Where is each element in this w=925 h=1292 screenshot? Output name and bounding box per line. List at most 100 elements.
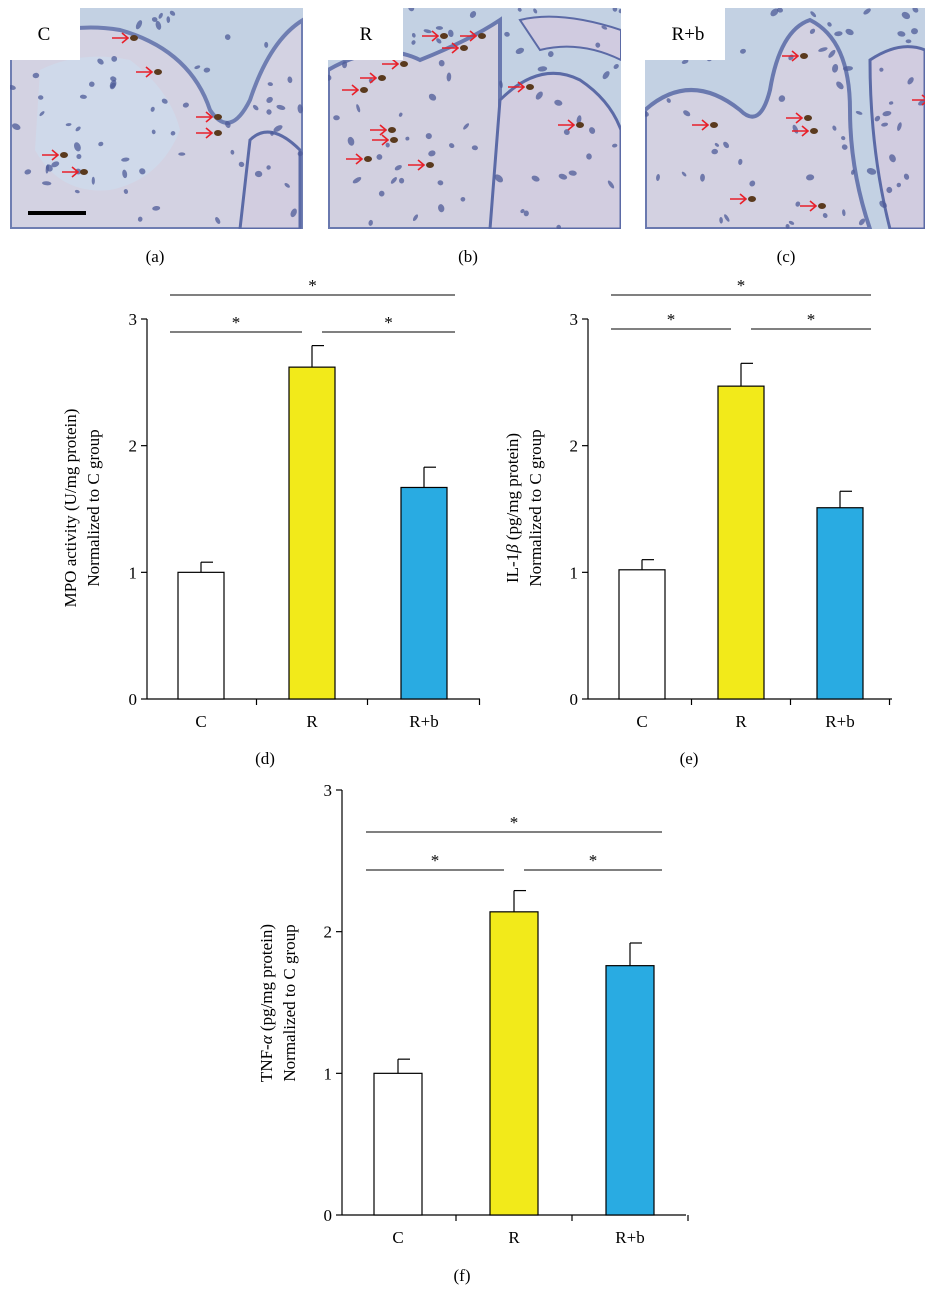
nucleus bbox=[238, 161, 245, 168]
nucleus bbox=[65, 123, 72, 127]
nucleus bbox=[428, 93, 437, 101]
x-tick-label: R+b bbox=[615, 1228, 644, 1247]
nucleus bbox=[681, 171, 687, 177]
nucleus bbox=[11, 123, 21, 131]
micrograph-a: C (a) bbox=[10, 8, 303, 266]
nucleus bbox=[270, 131, 274, 136]
micrograph-b: R (b) bbox=[328, 8, 621, 266]
micrograph-c-arrows bbox=[692, 50, 925, 212]
x-tick-label: C bbox=[392, 1228, 403, 1247]
nucleus bbox=[437, 180, 444, 186]
red-arrow bbox=[360, 72, 378, 84]
nucleus bbox=[841, 144, 848, 150]
nucleus bbox=[74, 189, 80, 194]
nucleus bbox=[178, 152, 186, 156]
nucleus bbox=[333, 115, 340, 121]
nucleus bbox=[42, 181, 52, 186]
y-tick-label: 1 bbox=[129, 563, 138, 582]
red-arrow bbox=[196, 111, 214, 123]
nucleus bbox=[123, 189, 129, 194]
bar-C bbox=[618, 569, 666, 700]
x-tick-label: R bbox=[735, 712, 747, 731]
nucleus bbox=[264, 41, 269, 48]
red-arrow bbox=[558, 119, 576, 131]
red-arrow bbox=[460, 30, 478, 42]
stained-nucleus bbox=[440, 33, 448, 39]
chart-f-ylabel-line2: Normalized to C group bbox=[280, 924, 299, 1081]
nucleus bbox=[843, 66, 853, 71]
y-tick-label: 0 bbox=[324, 1206, 333, 1225]
nucleus bbox=[777, 8, 783, 13]
nucleus bbox=[98, 141, 104, 147]
red-arrow bbox=[136, 66, 154, 78]
nucleus bbox=[836, 81, 844, 90]
nucleus bbox=[656, 174, 660, 181]
nucleus bbox=[822, 212, 828, 219]
nucleus bbox=[342, 61, 348, 69]
nucleus bbox=[38, 95, 44, 100]
stained-nucleus bbox=[426, 162, 434, 168]
significance-star: * bbox=[510, 813, 519, 832]
nucleus bbox=[460, 196, 466, 202]
red-arrow bbox=[408, 159, 426, 171]
nucleus bbox=[51, 161, 60, 168]
chart-f-panel-label: (f) bbox=[454, 1266, 471, 1285]
nucleus bbox=[428, 150, 436, 157]
significance-star: * bbox=[232, 313, 241, 332]
nucleus bbox=[738, 158, 743, 165]
x-tick-label: R bbox=[508, 1228, 520, 1247]
nucleus bbox=[881, 122, 889, 127]
nucleus bbox=[832, 125, 837, 131]
nucleus bbox=[723, 141, 730, 149]
nucleus bbox=[788, 220, 795, 225]
nucleus bbox=[888, 101, 894, 105]
nucleus bbox=[97, 58, 104, 65]
bar-C bbox=[373, 1072, 423, 1216]
nucleus bbox=[347, 136, 355, 146]
nucleus bbox=[618, 9, 621, 14]
nucleus bbox=[194, 65, 201, 70]
nucleus bbox=[589, 127, 596, 134]
stained-nucleus bbox=[130, 35, 138, 41]
nucleus bbox=[273, 125, 283, 132]
micrograph-b-arrows bbox=[342, 30, 584, 171]
nucleus bbox=[818, 47, 828, 52]
nucleus bbox=[376, 154, 383, 160]
chart-f: TNF-α (pg/mg protein) Normalized to C gr… bbox=[257, 781, 689, 1285]
nucleus bbox=[158, 12, 163, 19]
nucleus bbox=[435, 26, 443, 30]
nucleus bbox=[182, 102, 189, 108]
nucleus bbox=[499, 80, 503, 89]
nucleus bbox=[448, 29, 454, 38]
nucleus bbox=[785, 224, 790, 229]
nucleus bbox=[368, 219, 373, 226]
chart-d-ylabel-line2: Normalized to C group bbox=[84, 429, 103, 586]
nucleus bbox=[266, 165, 271, 170]
micrograph-c-tag: R+b bbox=[672, 24, 705, 45]
nucleus bbox=[290, 208, 297, 218]
stained-nucleus bbox=[80, 169, 88, 175]
stained-nucleus bbox=[748, 196, 756, 202]
micrograph-b-tag: R bbox=[360, 24, 373, 45]
nucleus bbox=[517, 8, 522, 12]
stained-nucleus bbox=[576, 122, 584, 128]
micrograph-c: R+b (c) bbox=[645, 8, 925, 266]
nucleus bbox=[602, 71, 610, 80]
red-arrow bbox=[382, 58, 400, 70]
stained-nucleus bbox=[804, 115, 812, 121]
red-arrow bbox=[782, 50, 800, 62]
nucleus bbox=[724, 214, 730, 222]
significance-star: * bbox=[807, 310, 816, 329]
red-arrow bbox=[422, 30, 440, 42]
nucleus bbox=[886, 186, 893, 194]
red-arrow bbox=[370, 124, 388, 136]
nucleus bbox=[449, 143, 455, 149]
nucleus bbox=[276, 104, 286, 110]
nucleus bbox=[882, 110, 892, 117]
y-tick-label: 1 bbox=[324, 1064, 333, 1083]
x-tick-label: C bbox=[636, 712, 647, 731]
nucleus bbox=[254, 170, 263, 178]
nucleus bbox=[122, 169, 128, 179]
nucleus bbox=[851, 169, 855, 175]
